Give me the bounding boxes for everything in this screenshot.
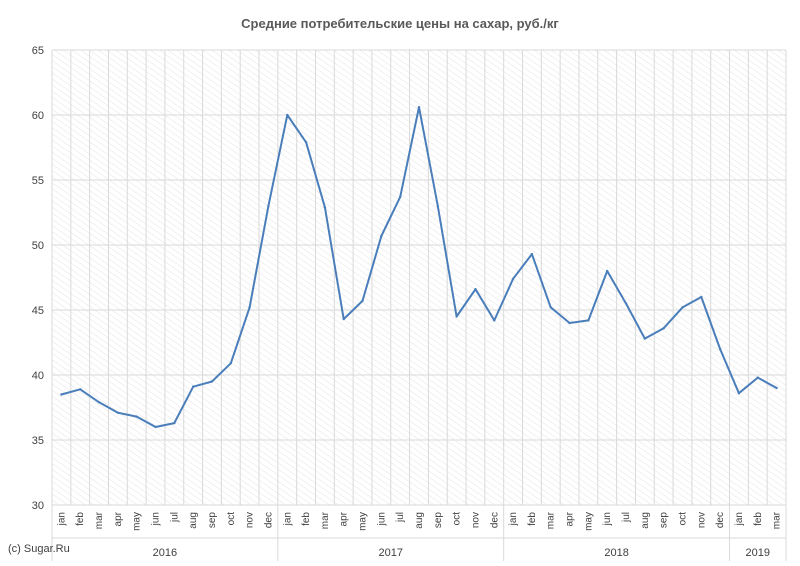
x-tick-label: oct bbox=[226, 512, 237, 526]
x-tick-label: jan bbox=[734, 512, 745, 526]
data-point bbox=[455, 315, 458, 318]
x-tick-label: jun bbox=[376, 512, 387, 526]
data-point bbox=[568, 321, 571, 325]
x-tick-label: sep bbox=[207, 512, 218, 529]
data-point bbox=[417, 106, 421, 109]
data-point bbox=[191, 385, 195, 388]
data-point bbox=[681, 306, 684, 309]
data-point bbox=[737, 392, 741, 395]
x-tick-label: mar bbox=[546, 511, 557, 529]
data-point bbox=[775, 386, 778, 390]
series-layer bbox=[60, 106, 778, 429]
y-tick-label: 40 bbox=[32, 370, 44, 382]
data-point bbox=[116, 411, 120, 414]
data-point bbox=[267, 204, 270, 208]
copyright-text: (c) Sugar.Ru bbox=[8, 543, 70, 555]
y-tick-label: 35 bbox=[32, 435, 44, 447]
x-tick-label: nov bbox=[696, 512, 707, 528]
x-tick-label: may bbox=[132, 512, 143, 531]
x-tick-label: dec bbox=[715, 512, 726, 528]
x-tick-label: may bbox=[583, 512, 594, 531]
x-tick-label: mar bbox=[772, 511, 783, 529]
x-tick-label: sep bbox=[433, 512, 444, 529]
x-tick-label: mar bbox=[94, 511, 105, 529]
x-tick-label: dec bbox=[263, 512, 274, 528]
x-tick-label: oct bbox=[677, 512, 688, 526]
data-point bbox=[342, 317, 345, 321]
x-axis: jan feb mar apr may jun jul aug sep oct nov dec jan f… bbox=[51, 505, 787, 561]
x-tick-label: feb bbox=[301, 512, 312, 526]
data-point bbox=[361, 299, 364, 303]
x-tick-label: dec bbox=[489, 512, 500, 528]
x-tick-label: feb bbox=[75, 512, 86, 526]
data-point bbox=[662, 327, 665, 330]
y-tick-label: 50 bbox=[32, 240, 44, 252]
y-tick-label: 30 bbox=[32, 500, 44, 512]
x-tick-label: nov bbox=[470, 512, 481, 528]
data-point bbox=[718, 347, 722, 351]
y-tick-label: 45 bbox=[32, 305, 44, 317]
data-point bbox=[398, 195, 402, 199]
y-axis: 30 35 40 45 50 55 60 65 bbox=[32, 45, 44, 512]
data-point bbox=[606, 269, 609, 273]
x-tick-label: apr bbox=[113, 511, 124, 526]
x-tick-label: aug bbox=[640, 512, 651, 529]
data-point bbox=[643, 337, 647, 340]
y-tick-label: 60 bbox=[32, 110, 44, 122]
x-tick-label: feb bbox=[527, 512, 538, 526]
x-tick-label: apr bbox=[339, 511, 350, 526]
data-point bbox=[530, 252, 534, 256]
data-point bbox=[380, 234, 383, 238]
data-point bbox=[549, 306, 552, 309]
data-point bbox=[587, 319, 590, 322]
x-tick-label: jun bbox=[602, 512, 613, 526]
data-point bbox=[474, 288, 477, 291]
year-label: 2017 bbox=[379, 547, 403, 559]
x-tick-label: apr bbox=[565, 511, 576, 526]
x-tick-label: jul bbox=[395, 512, 406, 523]
x-tick-label: mar bbox=[320, 511, 331, 529]
x-tick-label: jun bbox=[151, 512, 162, 526]
data-point bbox=[304, 141, 308, 144]
x-tick-label: aug bbox=[414, 512, 425, 529]
year-label: 2018 bbox=[604, 547, 628, 559]
x-tick-label: oct bbox=[452, 512, 463, 526]
x-tick-label: jul bbox=[169, 512, 180, 523]
data-point bbox=[60, 393, 63, 396]
data-point bbox=[323, 206, 327, 209]
data-point bbox=[436, 204, 440, 208]
x-tick-label: sep bbox=[659, 512, 670, 529]
x-tick-label: jul bbox=[621, 512, 632, 523]
data-point bbox=[700, 295, 703, 299]
plot-area-background bbox=[52, 50, 786, 505]
data-point bbox=[79, 388, 82, 391]
data-point bbox=[493, 319, 496, 322]
x-tick-label: aug bbox=[188, 512, 199, 529]
y-tick-label: 55 bbox=[32, 175, 44, 187]
data-point bbox=[173, 421, 176, 425]
data-point bbox=[135, 415, 138, 418]
x-tick-label: jan bbox=[508, 512, 519, 526]
y-tick-label: 65 bbox=[32, 45, 44, 57]
data-point bbox=[97, 401, 101, 404]
data-point bbox=[511, 277, 515, 280]
data-point bbox=[154, 425, 157, 429]
x-tick-label: nov bbox=[245, 512, 256, 528]
data-point bbox=[210, 380, 214, 383]
chart-title: Средние потребительские цены на сахар, р… bbox=[241, 16, 559, 31]
x-tick-label: may bbox=[358, 512, 369, 531]
data-point bbox=[286, 113, 289, 117]
year-label: 2016 bbox=[153, 547, 177, 559]
year-label: 2019 bbox=[746, 547, 770, 559]
data-point bbox=[229, 362, 232, 365]
data-point bbox=[756, 376, 759, 379]
data-point bbox=[624, 302, 628, 305]
x-tick-label: jan bbox=[56, 512, 67, 526]
data-point bbox=[248, 306, 251, 309]
gridlines bbox=[51, 49, 787, 506]
x-tick-label: feb bbox=[753, 512, 764, 526]
x-tick-label: jan bbox=[282, 512, 293, 526]
